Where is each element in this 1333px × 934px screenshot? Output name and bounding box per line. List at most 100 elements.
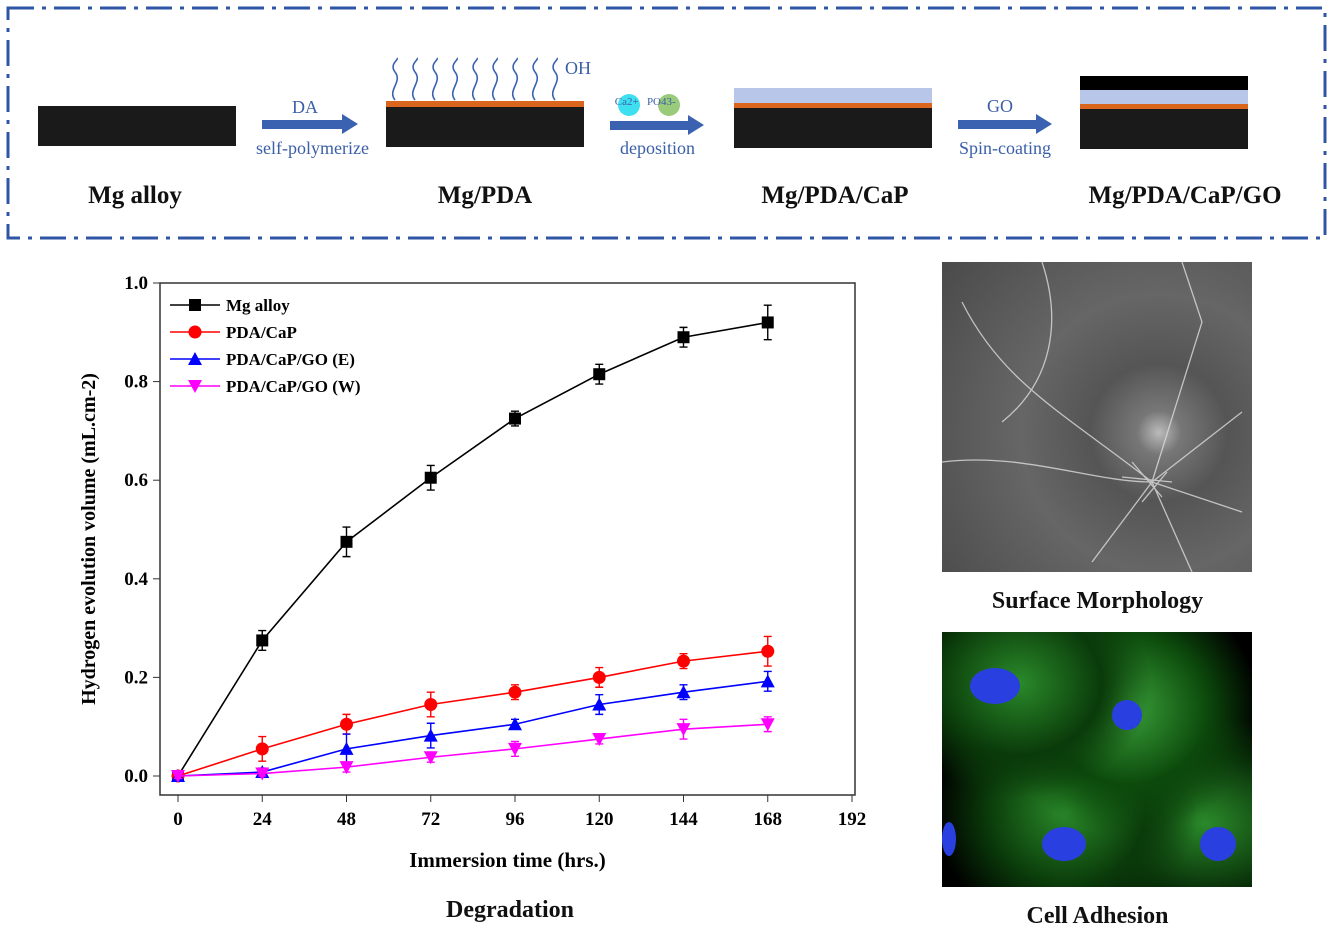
- x-tick-label: 24: [253, 809, 273, 830]
- marker-circle: [677, 654, 690, 668]
- marker-triangle-up: [188, 352, 202, 365]
- go-layer: [1080, 76, 1248, 90]
- x-tick-label: 48: [337, 809, 356, 830]
- series-line: [177, 321, 768, 777]
- y-tick-label: 0.4: [124, 569, 148, 590]
- marker-triangle-down: [423, 751, 438, 765]
- legend-label: PDA/CaP: [226, 323, 297, 342]
- series-line: [177, 680, 768, 777]
- marker-circle: [508, 685, 522, 699]
- ca-label: Ca2+: [614, 96, 639, 108]
- sem-image: [941, 261, 1252, 573]
- surface-caption: Surface Morphology: [991, 588, 1204, 614]
- marker-square: [340, 535, 353, 548]
- marker-square: [509, 412, 521, 425]
- ca-ion-icon: [618, 94, 640, 116]
- ions-label: Ca2+ PO43-: [612, 96, 702, 108]
- x-tick-label: 120: [585, 809, 614, 830]
- marker-circle: [188, 325, 202, 339]
- marker-square: [761, 316, 774, 329]
- mg-substrate: [38, 106, 236, 146]
- stage-label: Mg/PDA/CaP/GO: [1088, 182, 1282, 209]
- step-label: Spin-coating: [959, 138, 1051, 158]
- legend-label: PDA/CaP/GO (W): [226, 377, 361, 396]
- y-tick-label: 0.6: [124, 470, 148, 491]
- degradation-caption: Degradation: [446, 897, 574, 923]
- phosphate-ion-icon: [658, 94, 680, 116]
- stage-label: Mg/PDA: [437, 182, 533, 209]
- series-line: [177, 723, 768, 777]
- step-label: GO: [987, 96, 1013, 116]
- sem-wrinkles: [941, 261, 1243, 573]
- marker-triangle-down: [339, 761, 354, 775]
- nucleus: [942, 822, 956, 856]
- x-axis-label: Immersion time (hrs.): [409, 848, 606, 872]
- x-tick-label: 0: [173, 809, 183, 830]
- cap-layer: [734, 88, 932, 103]
- marker-circle: [255, 742, 269, 756]
- y-tick-label: 0.8: [124, 372, 148, 393]
- y-tick-label: 0.2: [124, 667, 148, 688]
- pda-layer: [386, 101, 584, 107]
- mg-substrate: [1080, 109, 1248, 149]
- marker-triangle-up: [339, 741, 354, 755]
- fluorescence-image: [942, 632, 1252, 887]
- marker-triangle-down: [760, 718, 775, 732]
- marker-square: [677, 331, 690, 344]
- step-label: deposition: [620, 138, 695, 158]
- x-tick-label: 192: [838, 809, 867, 830]
- marker-triangle-up: [676, 685, 691, 699]
- marker-circle: [592, 670, 606, 684]
- mg-substrate: [386, 107, 584, 147]
- po4-label: PO43-: [646, 96, 676, 108]
- x-tick-label: 144: [669, 809, 698, 830]
- marker-triangle-down: [676, 723, 691, 737]
- hydrogen-evolution-chart: 0 24 48 72 96 120 144 168 192 0.0 0.2 0.4 0.6 0.8 1.0 I…: [78, 273, 867, 872]
- y-tick-label: 0.0: [124, 766, 148, 787]
- y-tick-label: 1.0: [124, 273, 148, 294]
- arrow-icon: [958, 114, 1052, 134]
- arrow-icon: [262, 114, 358, 134]
- stage-label: Mg alloy: [88, 182, 182, 209]
- marker-circle: [761, 644, 775, 658]
- nucleus: [1200, 827, 1236, 861]
- oh-chains: [391, 57, 559, 101]
- oh-label: OH: [565, 58, 591, 78]
- marker-triangle-down: [171, 770, 185, 783]
- scheme-border: [6, 6, 1327, 240]
- nucleus: [1042, 827, 1086, 861]
- series-line: [177, 650, 768, 777]
- marker-triangle-down: [255, 767, 270, 781]
- marker-square: [424, 471, 437, 484]
- cap-layer: [1080, 90, 1248, 104]
- marker-triangle-up: [508, 717, 522, 731]
- x-tick-label: 72: [421, 809, 440, 830]
- x-tick-label: 168: [754, 809, 783, 830]
- marker-square: [593, 368, 606, 381]
- step-label: self-polymerize: [256, 138, 369, 158]
- x-tick-label: 96: [506, 809, 525, 830]
- y-axis-label: Hydrogen evolution volume (mL.cm-2): [78, 373, 100, 705]
- marker-circle: [424, 698, 438, 712]
- marker-triangle-up: [423, 728, 438, 742]
- stage-label: Mg/PDA/CaP: [761, 182, 909, 209]
- nucleus: [970, 668, 1020, 704]
- marker-triangle-up: [592, 697, 607, 711]
- cell-caption: Cell Adhesion: [1026, 903, 1169, 929]
- marker-square: [256, 634, 269, 647]
- legend-label: Mg alloy: [226, 296, 290, 315]
- nucleus: [1112, 700, 1142, 730]
- plot-frame: [159, 282, 856, 796]
- marker-triangle-down: [188, 380, 202, 393]
- marker-triangle-down: [508, 742, 522, 756]
- marker-circle: [340, 717, 353, 731]
- marker-triangle-up: [760, 674, 775, 688]
- pda-layer: [1080, 104, 1248, 109]
- marker-square: [189, 299, 201, 311]
- arrow-icon: [610, 115, 704, 135]
- mg-substrate: [734, 108, 932, 148]
- pda-layer: [734, 103, 932, 108]
- marker-triangle-down: [592, 733, 607, 747]
- step-label: DA: [292, 97, 318, 117]
